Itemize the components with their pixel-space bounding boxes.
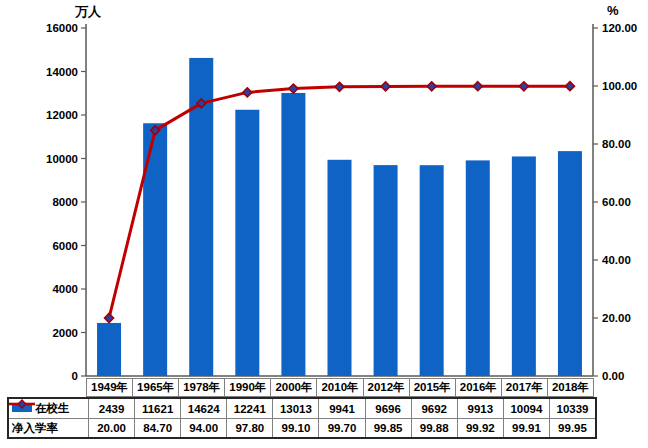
category-cell: 2010年 xyxy=(317,378,363,397)
category-cell: 1965年 xyxy=(133,378,179,397)
bar xyxy=(466,160,490,376)
right-axis-tick-label: 40.00 xyxy=(602,254,631,266)
right-axis-tick-label: 120.00 xyxy=(602,22,637,34)
rate-value-cell: 99.10 xyxy=(272,418,318,437)
left-axis-tick-label: 0 xyxy=(72,370,78,382)
rate-value-cell: 94.00 xyxy=(180,418,226,437)
bar xyxy=(512,156,536,376)
data-table: 在校生2439116211462412241130139941969696929… xyxy=(7,397,597,439)
rate-marker xyxy=(335,82,344,91)
rate-value-cell: 99.85 xyxy=(365,418,411,437)
left-axis-tick-label: 2000 xyxy=(52,327,78,339)
bar xyxy=(281,93,305,376)
rate-value-cell: 99.70 xyxy=(318,418,364,437)
plot-area: 16000 14000 12000 10000 8000 6000 4000 2000 0 120… xyxy=(0,0,648,400)
rate-marker xyxy=(473,82,482,91)
bar xyxy=(328,160,352,376)
left-axis-title: 万人 xyxy=(75,3,101,21)
enrollment-value-cell: 12241 xyxy=(226,399,272,418)
rate-value-cell: 99.95 xyxy=(549,418,595,437)
rate-value-cell: 99.92 xyxy=(457,418,503,437)
category-cell: 2017年 xyxy=(502,378,548,397)
enrollment-value-cell: 13013 xyxy=(272,399,318,418)
category-cell: 1990年 xyxy=(225,378,271,397)
category-row: 1949年1965年1978年1990年2000年2010年2012年2015年… xyxy=(86,378,594,397)
right-axis-tick-label: 20.00 xyxy=(602,312,631,324)
rate-marker xyxy=(105,314,114,323)
enrollment-value-cell: 9696 xyxy=(365,399,411,418)
bar xyxy=(97,323,121,376)
rate-value-cell: 84.70 xyxy=(134,418,180,437)
line-swatch-icon xyxy=(9,399,35,409)
legend-label: 净入学率 xyxy=(12,421,58,436)
enrollment-value-cell: 2439 xyxy=(88,399,134,418)
category-cell: 2016年 xyxy=(456,378,502,397)
category-cell: 2012年 xyxy=(364,378,410,397)
left-axis-tick-label: 4000 xyxy=(52,283,78,295)
left-axis-tick-label: 8000 xyxy=(52,196,78,208)
rate-value-cell: 99.91 xyxy=(503,418,549,437)
category-cell: 2018年 xyxy=(548,378,594,397)
enrollment-value-cell: 9941 xyxy=(318,399,364,418)
rate-value-cell: 97.80 xyxy=(226,418,272,437)
left-axis-tick-label: 6000 xyxy=(52,240,78,252)
right-axis-tick-label: 100.00 xyxy=(602,80,637,92)
enrollment-value-cell: 10094 xyxy=(503,399,549,418)
enrollment-value-cell: 11621 xyxy=(134,399,180,418)
rate-value-cell: 20.00 xyxy=(88,418,134,437)
right-axis-tick-label: 60.00 xyxy=(602,196,631,208)
left-axis-tick-label: 16000 xyxy=(46,22,78,34)
right-axis-tick-label: 80.00 xyxy=(602,138,631,150)
rate-marker xyxy=(289,84,298,93)
bar xyxy=(235,110,259,376)
rate-value-cell: 99.88 xyxy=(411,418,457,437)
enrollment-value-cell: 9913 xyxy=(457,399,503,418)
rate-marker xyxy=(243,88,252,97)
left-axis-tick-label: 12000 xyxy=(46,109,78,121)
left-axis-tick-label: 14000 xyxy=(46,66,78,78)
bar xyxy=(558,151,582,376)
category-cell: 1978年 xyxy=(179,378,225,397)
enrollment-value-cell: 9692 xyxy=(411,399,457,418)
enrollment-value-cell: 14624 xyxy=(180,399,226,418)
legend-item-rate: 净入学率 xyxy=(9,418,88,437)
left-axis-tick-label: 10000 xyxy=(46,153,78,165)
rate-marker xyxy=(381,82,390,91)
rate-marker xyxy=(427,82,436,91)
rate-marker xyxy=(519,82,528,91)
rate-marker xyxy=(565,82,574,91)
enrollment-value-cell: 10339 xyxy=(549,399,595,418)
right-axis-tick-label: 0.00 xyxy=(602,370,624,382)
category-cell: 1949年 xyxy=(87,378,133,397)
combo-chart: 16000 14000 12000 10000 8000 6000 4000 2000 0 120… xyxy=(0,0,648,448)
bar xyxy=(374,165,398,376)
bar xyxy=(420,165,444,376)
legend-label: 在校生 xyxy=(35,401,70,416)
category-cell: 2000年 xyxy=(271,378,317,397)
right-axis-title: % xyxy=(607,3,619,18)
category-cell: 2015年 xyxy=(410,378,456,397)
